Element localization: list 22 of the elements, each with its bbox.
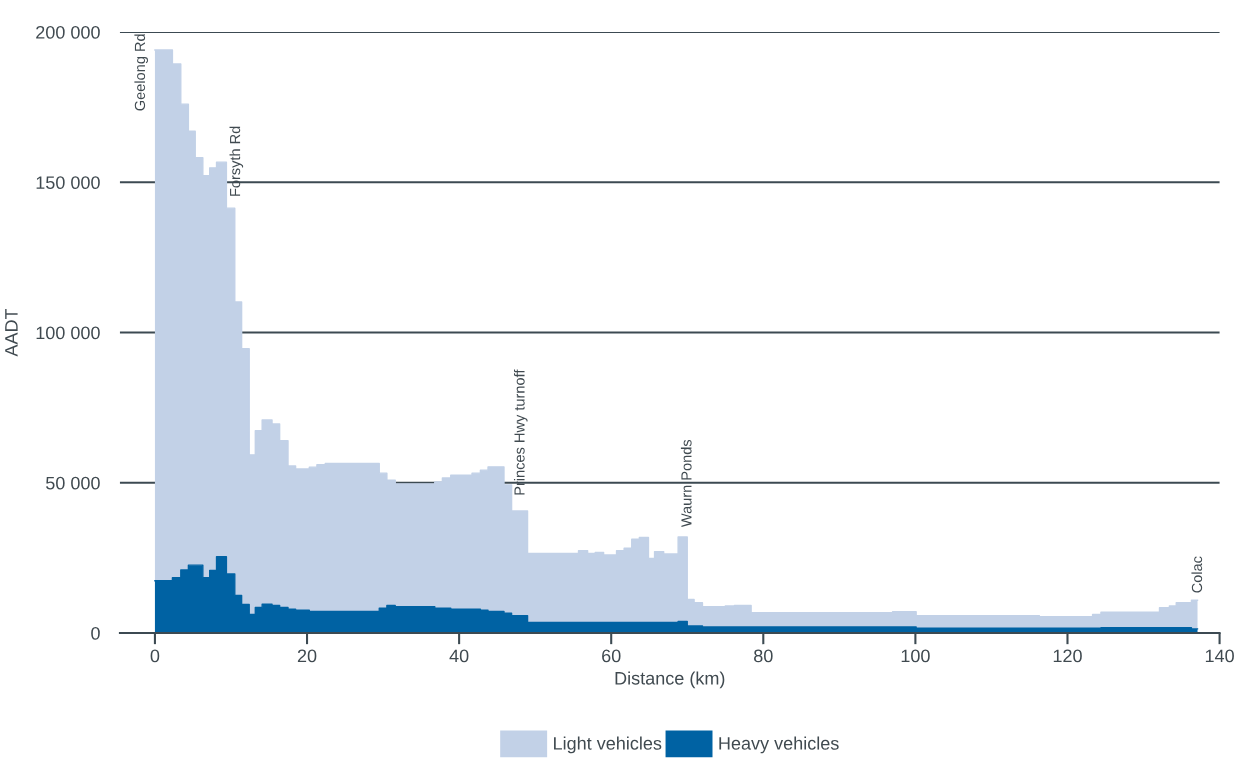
annotation: Princes Hwy turnoff	[513, 369, 528, 495]
annotation: Geelong Rd	[134, 34, 148, 111]
x-tick-label: 60	[602, 649, 621, 663]
y-tick-label: 50 000	[46, 476, 100, 490]
y-tick-label: 200 000	[36, 25, 100, 39]
x-tick-label: 20	[297, 649, 317, 663]
x-tick-label: 120	[1053, 649, 1082, 663]
x-tick-label: 40	[449, 649, 469, 663]
y-tick-label: 0	[91, 626, 100, 640]
annotation: Forsyth Rd	[229, 126, 244, 196]
annotation: Waurn Ponds	[680, 439, 692, 528]
y-tick-label: 150 000	[36, 176, 100, 190]
y-axis-title: AADT	[5, 308, 18, 357]
x-tick-label: 80	[754, 649, 773, 663]
legend-label: Light vehicles	[554, 736, 662, 754]
annotation: Colac	[1191, 556, 1203, 593]
legend-label: Heavy vehicles	[719, 736, 839, 754]
x-tick-label: 0	[150, 649, 160, 663]
y-tick-label: 100 000	[36, 326, 100, 340]
x-tick-label: 100	[901, 649, 930, 663]
x-axis-title: Distance (km)	[615, 671, 725, 689]
x-tick-label: 140	[1205, 649, 1234, 663]
